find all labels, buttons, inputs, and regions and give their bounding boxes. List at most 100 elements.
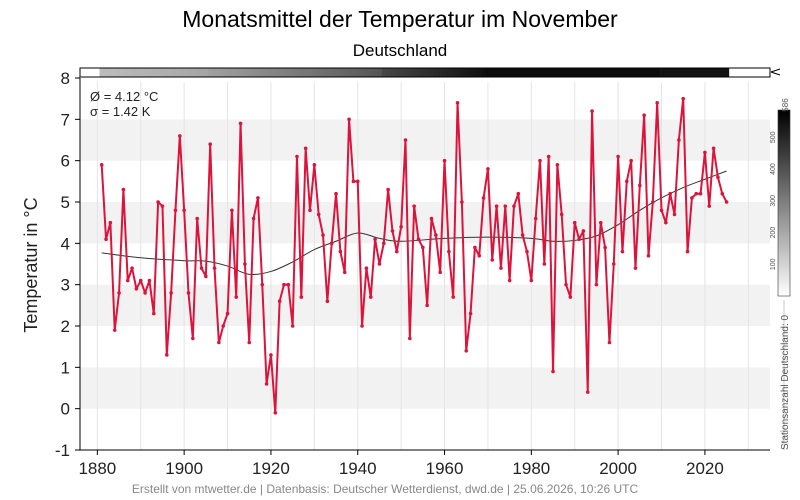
- data-point: [303, 146, 308, 151]
- grid-band: [80, 284, 770, 326]
- data-point: [568, 295, 573, 299]
- data-point: [629, 158, 633, 163]
- data-point: [173, 208, 178, 213]
- data-point: [355, 179, 360, 184]
- chart-title: Monatsmittel der Temperatur im November: [182, 6, 618, 32]
- data-point: [269, 353, 273, 357]
- data-point: [234, 295, 239, 299]
- data-point: [125, 278, 130, 283]
- station-count-strip: [79, 67, 781, 78]
- station-strip-cell: [320, 68, 326, 77]
- station-strip-cell: [264, 68, 270, 77]
- data-point: [160, 204, 165, 208]
- data-point: [455, 101, 460, 105]
- data-point: [143, 291, 147, 295]
- data-point: [169, 291, 173, 295]
- grid-band: [80, 78, 770, 120]
- data-point: [611, 262, 616, 266]
- station-count-axis-label: Stationsanzahl Deutschland: 0: [780, 314, 791, 450]
- station-strip-cell: [520, 68, 526, 77]
- station-strip-cell: [168, 68, 174, 77]
- y-tick-label: -1: [55, 441, 70, 460]
- data-point: [351, 179, 356, 184]
- station-strip-cell: [481, 68, 487, 77]
- data-point: [399, 225, 403, 229]
- data-point: [112, 328, 117, 332]
- data-point: [525, 249, 529, 254]
- station-strip-cell: [628, 68, 634, 77]
- station-strip-cell: [238, 68, 244, 77]
- data-point: [368, 295, 373, 299]
- y-tick-label: 3: [61, 276, 70, 295]
- station-strip-cell: [355, 68, 361, 77]
- data-point: [260, 282, 265, 287]
- data-point: [646, 253, 651, 258]
- station-strip-cell: [611, 68, 617, 77]
- station-strip-cell: [576, 68, 582, 77]
- station-strip-cell: [715, 68, 721, 77]
- station-strip-cell: [607, 68, 613, 77]
- data-point: [312, 163, 317, 167]
- data-point: [512, 204, 516, 208]
- station-strip-cell: [398, 68, 404, 77]
- station-strip-cell: [372, 68, 378, 77]
- data-point: [499, 266, 503, 270]
- station-strip-cell: [433, 68, 439, 77]
- data-point: [178, 134, 182, 138]
- data-point: [720, 191, 725, 196]
- data-point: [481, 196, 486, 200]
- data-point: [208, 142, 212, 146]
- station-strip-cell: [615, 68, 621, 77]
- grid-band: [80, 408, 770, 450]
- x-tick-label: 1940: [339, 459, 377, 478]
- axes: [79, 78, 770, 451]
- data-point: [668, 191, 672, 196]
- data-point: [412, 204, 416, 208]
- data-point: [503, 204, 508, 208]
- y-axis-label: Temperatur in °C: [21, 197, 41, 332]
- data-point: [360, 324, 364, 328]
- data-point: [438, 270, 442, 275]
- data-point: [212, 266, 217, 270]
- station-strip-cell: [359, 68, 365, 77]
- data-point: [273, 411, 278, 415]
- data-point: [251, 216, 256, 221]
- station-strip-cell: [641, 68, 647, 77]
- y-tick-label: 7: [61, 110, 70, 129]
- station-strip-cell: [181, 68, 187, 77]
- station-count-max-label: 586: [781, 98, 790, 112]
- data-point: [256, 196, 260, 200]
- station-strip-cell: [568, 68, 573, 77]
- station-strip-cell: [303, 68, 309, 77]
- marker-layer: [99, 96, 729, 415]
- station-strip-cell: [294, 68, 300, 77]
- station-strip-cell: [698, 68, 704, 77]
- data-point: [468, 311, 473, 316]
- station-strip-cell: [247, 68, 252, 77]
- station-strip-cell: [694, 68, 699, 77]
- station-strip-cell: [624, 68, 630, 77]
- data-point: [507, 278, 512, 283]
- data-point: [195, 216, 199, 221]
- station-strip-cell: [672, 68, 678, 77]
- data-point: [286, 282, 291, 287]
- y-tick-label: 4: [61, 234, 70, 253]
- station-strip-cell: [394, 68, 400, 77]
- station-strip-cell: [659, 68, 665, 77]
- data-point: [664, 220, 668, 225]
- station-strip-cell: [255, 68, 261, 77]
- station-strip-cell: [724, 68, 730, 77]
- station-strip-cell: [529, 68, 534, 77]
- data-point: [325, 299, 330, 304]
- station-strip-cell: [155, 68, 161, 77]
- y-tick-label: 6: [61, 152, 70, 171]
- station-strip-cell: [416, 68, 422, 77]
- data-point: [329, 241, 334, 246]
- data-point: [156, 200, 160, 204]
- data-point: [603, 245, 607, 250]
- data-point: [716, 175, 720, 179]
- grid-band: [80, 326, 770, 368]
- station-strip-cell: [685, 68, 691, 77]
